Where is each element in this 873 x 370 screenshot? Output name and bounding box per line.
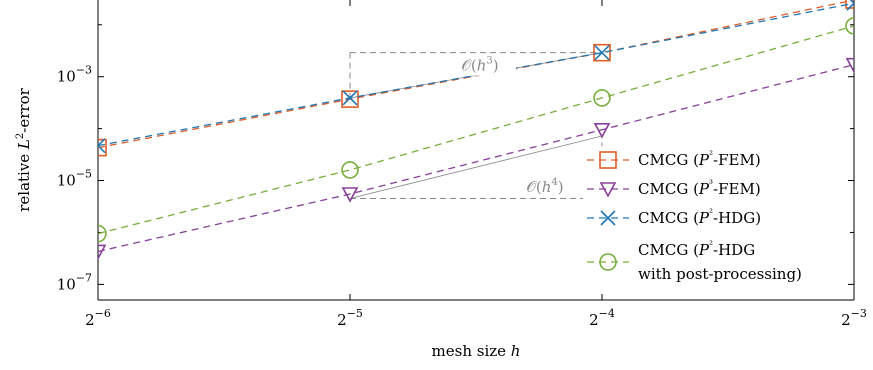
x-tick-label: 2−3 (841, 307, 867, 329)
annotation-label: 𝒪(h4) (526, 177, 563, 196)
axes (97, 0, 855, 301)
y-tick-label: 10−3 (57, 64, 92, 86)
data-point-x (594, 45, 610, 61)
legend-label: CMCG (P³-FEM) (638, 179, 761, 198)
series-square (98, 0, 854, 157)
legend-label: CMCG (P²-FEM) (638, 150, 761, 169)
series-circle (98, 17, 854, 243)
annotation-background (444, 54, 516, 76)
legend-item: CMCG (P³-FEM) (587, 179, 761, 198)
annotation-background (509, 176, 581, 198)
data-point-circle (341, 161, 359, 179)
data-point-square (593, 43, 611, 62)
data-point-triangle-down (98, 244, 107, 261)
legend-label: CMCG (P²-HDG (638, 240, 755, 259)
data-point-triangle-down (845, 57, 854, 74)
slope-annotations: 𝒪(h3) 𝒪(h4) (444, 54, 581, 198)
data-point-circle (593, 89, 611, 107)
series-line (98, 64, 854, 253)
data-point-triangle-down (341, 187, 359, 203)
legend-label: CMCG (P²-HDG) (638, 208, 761, 227)
data-point-x (846, 0, 854, 11)
x-tick-label: 2−5 (337, 307, 363, 329)
legend-background (583, 146, 839, 293)
legend-item: CMCG (P²-HDG) (587, 208, 761, 227)
legend-marker-x (600, 210, 616, 226)
y-tick-label: 10−7 (57, 271, 92, 293)
series-triangle-down (98, 57, 854, 261)
data-point-circle (845, 17, 854, 35)
tick-labels: 2−6 2−5 2−4 2−3 10−3 10−5 10−7 (57, 64, 867, 329)
y-axis-label: relative L2-error (15, 87, 33, 211)
annotation-label: 𝒪(h3) (461, 56, 498, 75)
x-tick-label: 2−6 (85, 307, 111, 329)
legend-marker-square (599, 151, 617, 169)
x-axis-label: mesh size h (432, 342, 521, 360)
data-point-triangle-down (593, 122, 611, 139)
slope-triangle-hypotenuse (349, 135, 603, 199)
series-line (98, 25, 854, 235)
legend: CMCG (P²-FEM) CMCG (P³-FEM) CMCG (P²-HDG) C… (583, 146, 839, 293)
data-point-x (98, 138, 106, 154)
legend-item: CMCG (P²-FEM) (587, 150, 761, 169)
y-tick-label: 10−5 (57, 168, 92, 190)
legend-item: CMCG (P²-HDG with post-processing) (587, 240, 802, 283)
legend-label-line2: with post-processing) (638, 265, 802, 283)
data-point-square (98, 138, 107, 157)
data-point-square (341, 90, 359, 108)
legend-marker-circle (599, 253, 617, 271)
x-tick-label: 2−4 (589, 307, 615, 329)
data-point-x (342, 90, 358, 106)
data-point-circle (98, 224, 107, 243)
legend-marker-triangle-down (599, 182, 617, 198)
